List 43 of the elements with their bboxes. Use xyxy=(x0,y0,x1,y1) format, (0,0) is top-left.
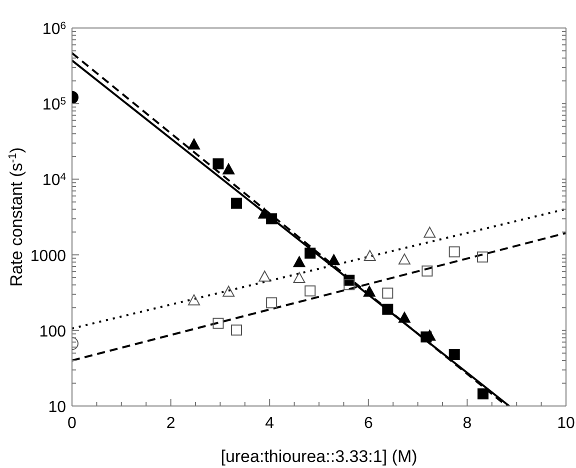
point xyxy=(477,252,488,263)
point xyxy=(258,270,271,282)
point xyxy=(212,318,224,329)
point xyxy=(231,198,242,209)
point xyxy=(363,286,376,297)
point xyxy=(304,248,316,259)
point xyxy=(231,324,242,336)
y-tick-label: 10$^{6}$ xyxy=(42,20,66,38)
point xyxy=(212,158,224,170)
point xyxy=(188,294,200,306)
point xyxy=(422,266,433,277)
y-tick-label: 10 xyxy=(48,399,66,416)
point xyxy=(222,163,235,174)
point xyxy=(448,349,460,360)
y-tick-label: 100 xyxy=(39,323,66,340)
point xyxy=(398,254,410,265)
y-tick-label: 1000 xyxy=(30,248,66,265)
x-tick-label: 2 xyxy=(166,415,176,432)
y-tick-label: 10$^{5}$ xyxy=(42,96,66,114)
point xyxy=(266,297,278,308)
y-tick-label: 10$^{4}$ xyxy=(42,172,66,190)
point xyxy=(420,331,432,342)
point xyxy=(448,246,460,258)
point xyxy=(293,256,306,268)
x-tick-label: 10 xyxy=(557,415,575,432)
x-tick-label: 0 xyxy=(68,415,77,432)
point xyxy=(382,304,394,315)
point xyxy=(382,288,394,299)
point xyxy=(424,226,436,238)
point xyxy=(398,312,410,323)
x-tick-label: 6 xyxy=(364,415,373,432)
point xyxy=(293,272,306,284)
point xyxy=(478,388,489,400)
point xyxy=(266,213,278,224)
x-tick-label: 4 xyxy=(265,415,274,432)
point xyxy=(364,250,376,261)
point xyxy=(222,286,235,297)
point xyxy=(188,138,200,150)
point xyxy=(304,285,316,296)
x-tick-label: 8 xyxy=(462,415,472,432)
x-axis-title: [urea:thiourea::3.33:1] (M) xyxy=(220,447,418,466)
point xyxy=(328,254,340,266)
point xyxy=(344,279,355,290)
